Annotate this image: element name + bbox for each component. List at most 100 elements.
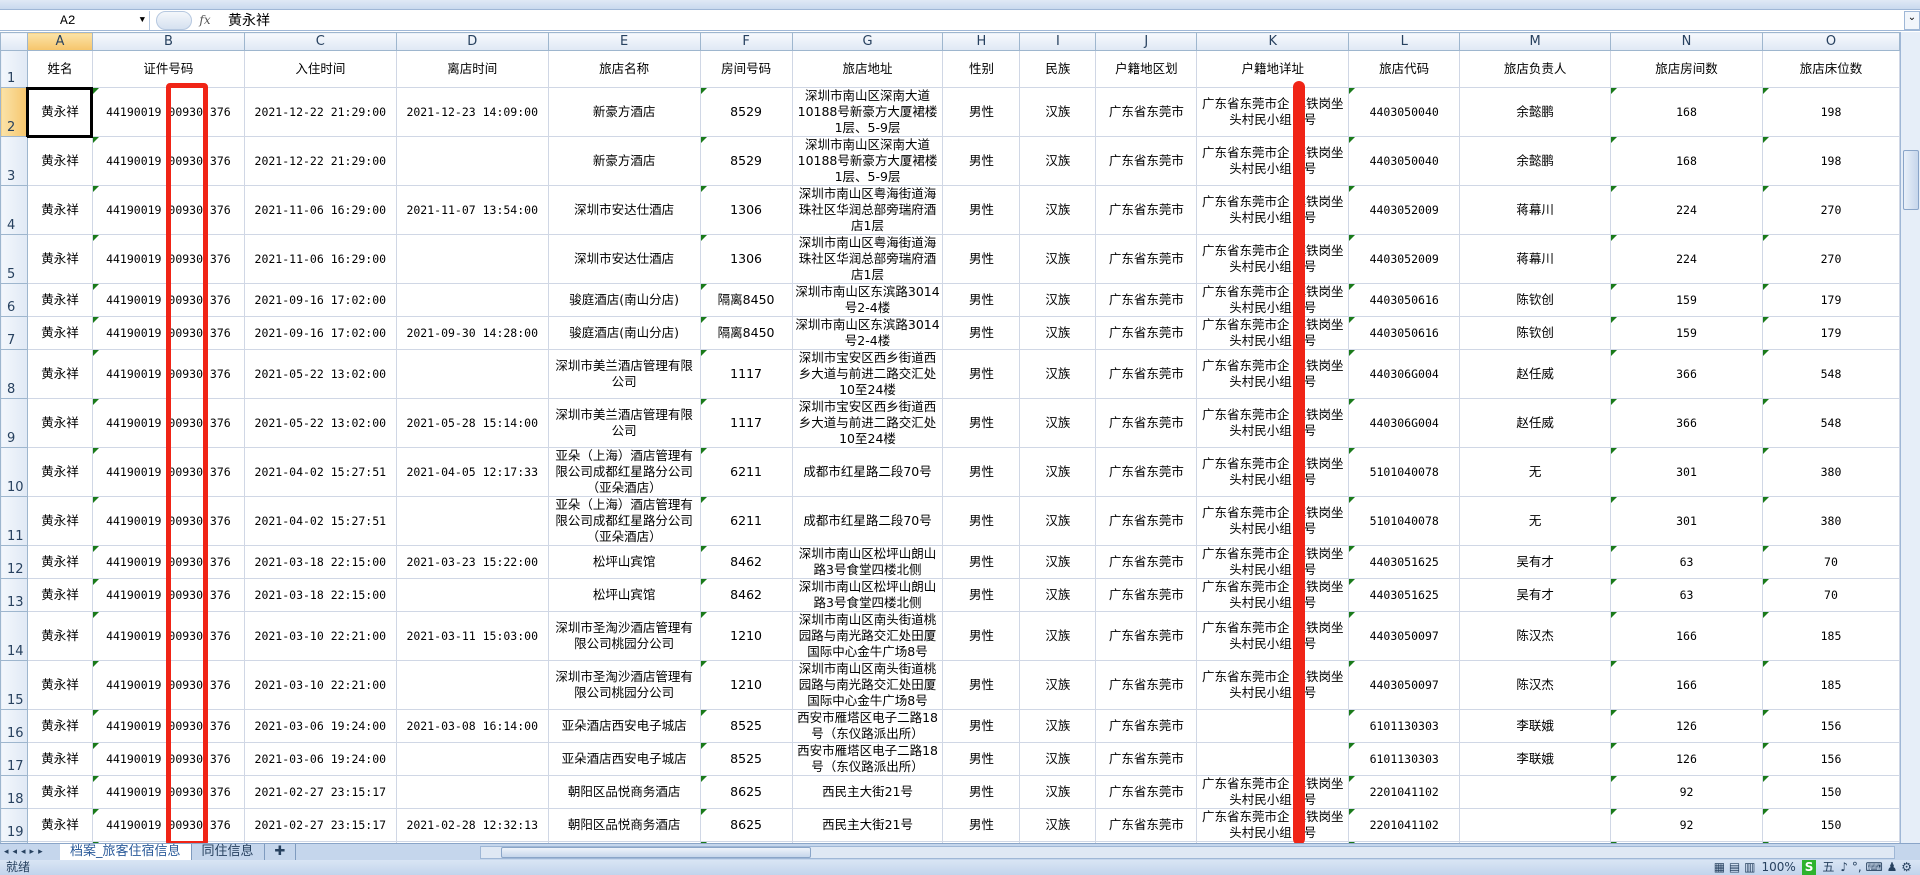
cell-hotel-bed-count[interactable]: 380 xyxy=(1761,496,1900,546)
cell-checkout-time[interactable]: 2021-03-11 15:03:00 xyxy=(395,611,549,661)
header-hotel-manager[interactable]: 旅店负责人 xyxy=(1459,50,1612,88)
row-header[interactable]: 1 xyxy=(0,50,28,88)
cell-household-region[interactable]: 广东省东莞市 xyxy=(1095,578,1198,612)
cell-hotel-code[interactable]: 4403050097 xyxy=(1348,611,1461,661)
cell-household-address[interactable]: 广东省东莞市企 镇铁岗坐头村民小组 0号 xyxy=(1196,808,1350,842)
row-header[interactable]: 7 xyxy=(0,316,28,350)
header-household-address[interactable]: 户籍地详址 xyxy=(1196,50,1350,88)
cell-checkin-time[interactable]: 2021-03-10 22:21:00 xyxy=(243,611,397,661)
header-ethnicity[interactable]: 民族 xyxy=(1019,50,1097,88)
header-hotel-address[interactable]: 旅店地址 xyxy=(791,50,944,88)
chevron-down-icon[interactable]: ▼ xyxy=(139,14,145,25)
cell-household-address[interactable]: 广东省东莞市企 镇铁岗坐头村民小组 0号 xyxy=(1196,185,1350,235)
cell-gender[interactable]: 男性 xyxy=(942,185,1021,235)
cell-gender[interactable]: 男性 xyxy=(942,349,1021,399)
cell-hotel-room-count[interactable]: 224 xyxy=(1610,185,1763,235)
cell-checkout-time[interactable]: 2021-11-07 13:54:00 xyxy=(395,185,549,235)
cell-name[interactable]: 黄永祥 xyxy=(26,136,93,186)
cell-hotel-room-count[interactable]: 224 xyxy=(1610,234,1763,284)
cell-room-number[interactable]: 1306 xyxy=(699,185,793,235)
column-header-J[interactable]: J xyxy=(1095,32,1198,51)
cell-hotel-manager[interactable]: 赵任威 xyxy=(1459,398,1612,448)
cell-gender[interactable]: 男性 xyxy=(942,136,1021,186)
cell-hotel-name[interactable]: 松坪山宾馆 xyxy=(547,545,701,579)
cell-name[interactable]: 黄永祥 xyxy=(26,742,93,776)
cell-checkin-time[interactable]: 2021-02-27 23:15:17 xyxy=(243,775,397,809)
cell-household-region[interactable]: 广东省东莞市 xyxy=(1095,660,1198,710)
column-header-N[interactable]: N xyxy=(1610,32,1763,51)
cell-hotel-manager[interactable]: 无 xyxy=(1459,447,1612,497)
cell-household-address[interactable]: 广东省东莞市企 镇铁岗坐头村民小组 0号 xyxy=(1196,447,1350,497)
row-header[interactable]: 18 xyxy=(0,775,28,809)
cell-room-number[interactable]: 隔离8450 xyxy=(699,316,793,350)
cell-name[interactable]: 黄永祥 xyxy=(26,611,93,661)
cell-hotel-name[interactable]: 亚朵酒店西安电子城店 xyxy=(547,709,701,743)
cell-checkin-time[interactable]: 2021-03-06 19:24:00 xyxy=(243,709,397,743)
cell-hotel-code[interactable]: 4403050616 xyxy=(1348,316,1461,350)
column-header-E[interactable]: E xyxy=(547,32,701,51)
cell-household-region[interactable]: 广东省东莞市 xyxy=(1095,185,1198,235)
cell-checkin-time[interactable]: 2021-12-22 21:29:00 xyxy=(243,87,397,137)
cell-household-region[interactable]: 广东省东莞市 xyxy=(1095,742,1198,776)
cell-hotel-name[interactable]: 深圳市圣淘沙酒店管理有限公司桃园分公司 xyxy=(547,611,701,661)
cell-name[interactable]: 黄永祥 xyxy=(26,496,93,546)
cell-hotel-manager[interactable]: 无 xyxy=(1459,496,1612,546)
cell-household-address[interactable]: 广东省东莞市企 镇铁岗坐头村民小组 0号 xyxy=(1196,611,1350,661)
row-header[interactable]: 6 xyxy=(0,283,28,317)
cell-name[interactable]: 黄永祥 xyxy=(26,185,93,235)
cell-ethnicity[interactable]: 汉族 xyxy=(1019,808,1097,842)
cell-hotel-manager[interactable]: 蒋幕川 xyxy=(1459,185,1612,235)
cell-hotel-bed-count[interactable]: 270 xyxy=(1761,185,1900,235)
row-header[interactable]: 13 xyxy=(0,578,28,612)
cell-household-address[interactable]: 广东省东莞市企 镇铁岗坐头村民小组 0号 xyxy=(1196,283,1350,317)
cell-hotel-address[interactable]: 深圳市南山区南头街道桃园路与南光路交汇处田厦国际中心金牛广场8号 xyxy=(791,660,944,710)
cell-hotel-bed-count[interactable]: 150 xyxy=(1761,775,1900,809)
cell-household-address[interactable]: 广东省东莞市企 镇铁岗坐头村民小组 0号 xyxy=(1196,545,1350,579)
cell-checkout-time[interactable]: 2021-04-05 12:17:33 xyxy=(395,447,549,497)
cell-checkin-time[interactable]: 2021-12-22 21:29:00 xyxy=(243,136,397,186)
cell-room-number[interactable]: 1117 xyxy=(699,398,793,448)
cell-hotel-manager[interactable] xyxy=(1459,808,1612,842)
select-all-corner[interactable] xyxy=(0,32,28,51)
horizontal-scroll-thumb[interactable] xyxy=(501,847,811,858)
insert-sheet-icon[interactable]: ✚ xyxy=(265,844,297,860)
cell-hotel-name[interactable]: 深圳市安达仕酒店 xyxy=(547,234,701,284)
cell-hotel-code[interactable]: 3213001080 xyxy=(1348,841,1461,843)
cell-hotel-room-count[interactable]: 126 xyxy=(1610,742,1763,776)
cell-household-address[interactable]: 广东省东莞市企 镇铁岗坐头村民小组 0号 xyxy=(1196,496,1350,546)
cell-name[interactable]: 黄永祥 xyxy=(26,283,93,317)
cell-hotel-manager[interactable]: 李联娥 xyxy=(1459,742,1612,776)
cell-room-number[interactable]: 8529 xyxy=(699,87,793,137)
cell-household-address[interactable]: 广东省东莞市企 镇铁岗坐头村民小组 0号 xyxy=(1196,775,1350,809)
cell-hotel-manager[interactable]: 余懿鹏 xyxy=(1459,136,1612,186)
cell-hotel-bed-count[interactable]: 198 xyxy=(1761,87,1900,137)
cell-hotel-bed-count[interactable]: 380 xyxy=(1761,447,1900,497)
cell-checkout-time[interactable] xyxy=(395,283,549,317)
cell-hotel-name[interactable]: 亚朵（上海）酒店管理有限公司成都红星路分公司（亚朵酒店） xyxy=(547,447,701,497)
cell-hotel-address[interactable]: 深圳市南山区粤海街道海珠社区华润总部旁瑞府酒店1层 xyxy=(791,234,944,284)
cell-hotel-name[interactable]: 深圳市美兰酒店管理有限公司 xyxy=(547,349,701,399)
cell-checkout-time[interactable] xyxy=(395,349,549,399)
cell-checkout-time[interactable] xyxy=(395,496,549,546)
cell-household-address[interactable]: 广东省东莞市企 镇铁岗坐头村民小组 0号 xyxy=(1196,316,1350,350)
column-header-G[interactable]: G xyxy=(791,32,944,51)
row-header[interactable]: 19 xyxy=(0,808,28,842)
cell-hotel-address[interactable]: 深圳市南山区松坪山朗山路3号食堂四楼北侧 xyxy=(791,578,944,612)
cell-household-region[interactable]: 广东省东莞市 xyxy=(1095,136,1198,186)
cell-hotel-code[interactable]: 5101040078 xyxy=(1348,447,1461,497)
cell-household-region[interactable]: 广东省东莞市 xyxy=(1095,775,1198,809)
ime-mode[interactable]: 五 xyxy=(1822,860,1835,874)
cell-ethnicity[interactable]: 汉族 xyxy=(1019,775,1097,809)
cell-hotel-room-count[interactable]: 92 xyxy=(1610,775,1763,809)
cell-hotel-bed-count[interactable]: 198 xyxy=(1761,136,1900,186)
cell-room-number[interactable]: 8625 xyxy=(699,775,793,809)
cell-hotel-bed-count[interactable]: 130 xyxy=(1761,841,1900,843)
cell-checkout-time[interactable]: 2021-09-30 14:28:00 xyxy=(395,316,549,350)
formula-bar-splitter[interactable] xyxy=(156,10,192,30)
cell-household-address[interactable]: 广东省东莞市企 镇铁岗坐头村民小组 0号 xyxy=(1196,578,1350,612)
cell-checkout-time[interactable] xyxy=(395,775,549,809)
cell-hotel-address[interactable]: 深圳市南山区粤海街道海珠社区华润总部旁瑞府酒店1层 xyxy=(791,185,944,235)
column-header-F[interactable]: F xyxy=(699,32,793,51)
cell-ethnicity[interactable]: 汉族 xyxy=(1019,283,1097,317)
cell-hotel-room-count[interactable]: 63 xyxy=(1610,545,1763,579)
